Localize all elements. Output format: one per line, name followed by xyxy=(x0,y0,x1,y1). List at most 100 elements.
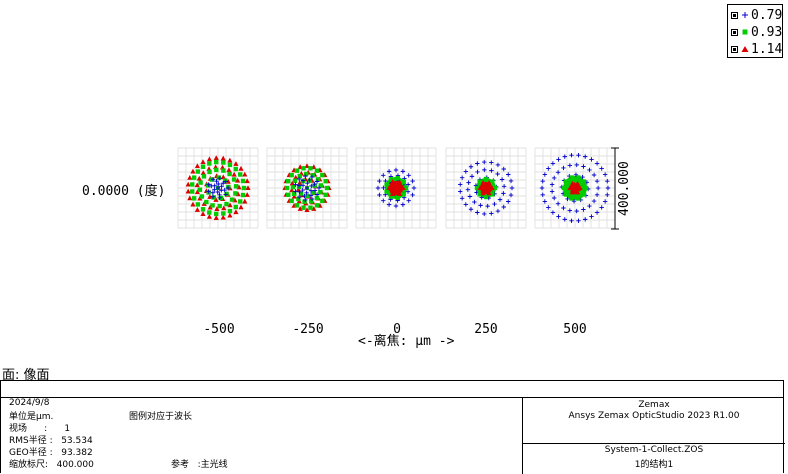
ray-point xyxy=(297,189,302,195)
ray-point xyxy=(482,179,487,185)
spot-diagram-2 xyxy=(355,147,437,229)
ray-point xyxy=(308,188,314,193)
ray-point xyxy=(242,171,248,177)
ray-point xyxy=(240,178,246,184)
defocus-axis-label: <-离焦: μm -> xyxy=(358,334,455,349)
ray-point xyxy=(605,178,610,184)
ray-point xyxy=(482,159,487,165)
ray-point xyxy=(190,168,196,174)
ray-point xyxy=(293,174,299,180)
ray-point xyxy=(550,210,556,215)
ray-point xyxy=(411,185,417,191)
ray-point xyxy=(242,198,248,204)
ray-point xyxy=(540,192,545,198)
ray-point xyxy=(384,189,389,194)
spot-core xyxy=(389,181,403,195)
ray-point xyxy=(211,195,216,200)
ray-point xyxy=(311,190,316,195)
ray-point xyxy=(589,157,594,162)
ray-point xyxy=(314,203,320,208)
ray-point xyxy=(286,178,291,184)
ray-point xyxy=(214,206,220,211)
ray-point xyxy=(195,169,201,174)
ray-point xyxy=(300,187,305,193)
ray-point xyxy=(297,173,302,179)
ray-point xyxy=(400,187,405,193)
ray-point xyxy=(587,203,592,209)
ray-point xyxy=(595,185,601,191)
ray-point xyxy=(562,217,568,222)
ray-point xyxy=(220,214,226,220)
ray-point xyxy=(468,164,474,169)
defocus-label-0: -500 xyxy=(203,322,235,337)
ray-point xyxy=(223,192,228,197)
ray-point xyxy=(302,193,307,199)
ray-point xyxy=(210,190,216,195)
ray-point xyxy=(495,208,501,214)
ray-point xyxy=(227,162,233,168)
ray-point xyxy=(314,192,320,197)
legend-checkbox-icon[interactable] xyxy=(731,11,738,19)
ray-point xyxy=(483,176,489,182)
ray-point xyxy=(581,192,587,197)
ray-point xyxy=(286,192,291,198)
ray-point xyxy=(309,183,314,189)
ray-point xyxy=(386,202,392,207)
ray-point xyxy=(315,177,321,182)
geo-text: GEO半径 : 93.382 xyxy=(9,448,93,458)
ray-point xyxy=(576,196,581,201)
ray-point xyxy=(238,165,244,171)
ray-point xyxy=(401,192,406,197)
ray-point xyxy=(233,166,238,172)
info-right-bottom-panel: System-1-Collect.ZOS 1的结构1 xyxy=(523,443,785,474)
ray-point xyxy=(594,179,600,184)
ray-point xyxy=(307,178,313,183)
ray-point xyxy=(509,185,515,191)
ray-point xyxy=(468,207,474,212)
ray-point xyxy=(377,178,382,184)
ray-point xyxy=(482,167,487,173)
ray-point xyxy=(200,207,206,212)
ray-point xyxy=(191,175,197,180)
ray-point xyxy=(210,177,216,182)
ray-point xyxy=(403,185,409,191)
ray-point xyxy=(381,185,386,191)
ray-point xyxy=(296,176,302,182)
ray-point xyxy=(581,207,586,212)
units-text: 单位是μm. xyxy=(9,412,54,422)
spot-core xyxy=(570,183,580,193)
ray-point xyxy=(206,182,211,187)
ray-point xyxy=(309,174,315,180)
ray-point xyxy=(199,194,205,199)
ray-point xyxy=(308,193,314,198)
ray-point xyxy=(388,194,394,199)
ray-point xyxy=(220,174,226,180)
ray-point xyxy=(475,210,480,215)
ray-point xyxy=(206,156,212,162)
ray-point xyxy=(395,195,400,201)
ray-point xyxy=(377,192,382,198)
legend-note-text: 图例对应于波长 xyxy=(129,412,193,422)
ray-point xyxy=(323,192,328,198)
ray-point xyxy=(539,185,545,191)
ray-point xyxy=(229,197,235,202)
ray-point xyxy=(483,194,489,200)
ray-point xyxy=(565,186,570,192)
ray-point xyxy=(213,155,219,161)
ray-point xyxy=(316,185,322,191)
ray-point xyxy=(233,161,239,166)
surface-label: 面: 像面 xyxy=(2,368,50,383)
ray-point xyxy=(561,185,567,191)
legend-checkbox-icon[interactable] xyxy=(731,45,738,53)
ray-point xyxy=(594,210,600,215)
ray-point xyxy=(190,201,196,207)
ray-point xyxy=(233,204,238,210)
ray-point xyxy=(573,178,578,183)
legend-checkbox-icon[interactable] xyxy=(731,28,738,36)
ray-point xyxy=(546,166,551,171)
ray-point xyxy=(501,184,507,189)
ray-point xyxy=(303,197,308,203)
ray-point xyxy=(210,194,216,199)
ray-point xyxy=(574,162,579,168)
ray-point xyxy=(576,175,581,180)
